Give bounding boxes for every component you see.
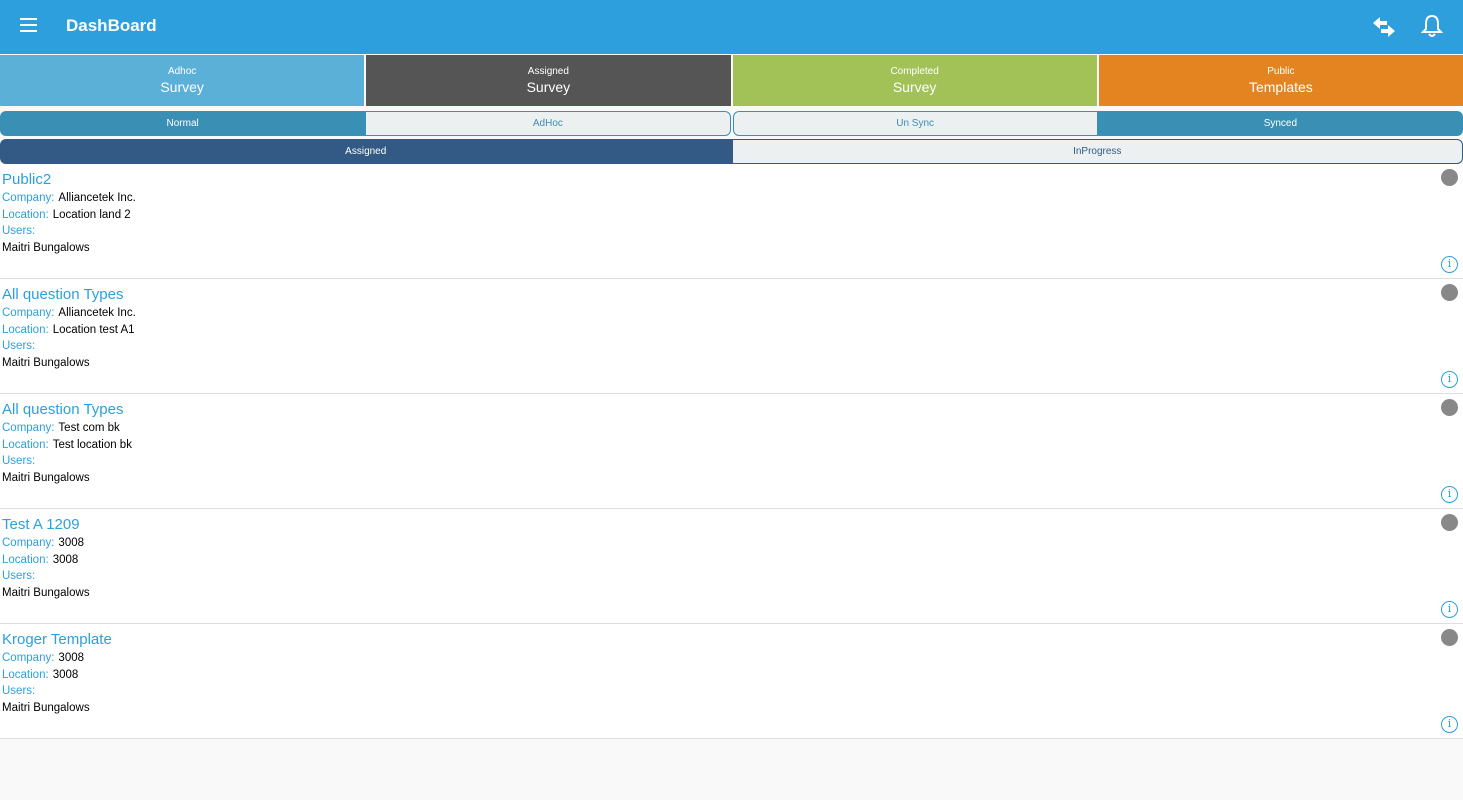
info-icon[interactable]: i bbox=[1441, 371, 1458, 388]
users-label: Users: bbox=[2, 225, 36, 237]
filter-inprogress[interactable]: InProgress bbox=[731, 139, 1463, 164]
location-row: Location: 3008 bbox=[2, 554, 78, 566]
users-label: Users: bbox=[2, 455, 36, 467]
company-row: Company: 3008 bbox=[2, 537, 84, 549]
users-value: Maitri Bungalows bbox=[2, 242, 90, 254]
tile-big-label: Survey bbox=[526, 79, 571, 95]
tile-small-label: Completed bbox=[890, 66, 939, 77]
location-value: Location test A1 bbox=[52, 324, 135, 336]
company-row: Company: Test com bk bbox=[2, 422, 120, 434]
location-row: Location: Location land 2 bbox=[2, 209, 131, 221]
tile-public[interactable]: Public Templates bbox=[1098, 55, 1463, 106]
company-label: Company: bbox=[2, 192, 55, 204]
location-value: 3008 bbox=[52, 554, 79, 566]
tile-completed[interactable]: Completed Survey bbox=[732, 55, 1097, 106]
info-icon[interactable]: i bbox=[1441, 601, 1458, 618]
status-dot-icon bbox=[1441, 629, 1458, 646]
company-value: Test com bk bbox=[58, 422, 120, 434]
survey-title: Test A 1209 bbox=[2, 516, 80, 533]
survey-list-item[interactable]: Public2 Company: Alliancetek Inc. Locatio… bbox=[0, 164, 1463, 279]
users-value: Maitri Bungalows bbox=[2, 472, 90, 484]
location-value: Test location bk bbox=[52, 439, 132, 451]
filter-normal[interactable]: Normal bbox=[0, 111, 366, 136]
location-row: Location: Test location bk bbox=[2, 439, 132, 451]
app-bar: DashBoard bbox=[0, 0, 1463, 54]
survey-list-item[interactable]: All question Types Company: Test com bk L… bbox=[0, 394, 1463, 509]
tile-big-label: Templates bbox=[1248, 79, 1313, 95]
location-label: Location: bbox=[2, 439, 49, 451]
company-label: Company: bbox=[2, 537, 55, 549]
company-row: Company: Alliancetek Inc. bbox=[2, 307, 136, 319]
survey-list: Public2 Company: Alliancetek Inc. Locatio… bbox=[0, 164, 1463, 739]
info-icon[interactable]: i bbox=[1441, 486, 1458, 503]
company-value: Alliancetek Inc. bbox=[58, 307, 136, 319]
location-label: Location: bbox=[2, 324, 49, 336]
location-value: Location land 2 bbox=[52, 209, 131, 221]
tile-big-label: Survey bbox=[892, 79, 937, 95]
company-label: Company: bbox=[2, 307, 55, 319]
location-row: Location: 3008 bbox=[2, 669, 78, 681]
users-label: Users: bbox=[2, 685, 36, 697]
survey-title: Kroger Template bbox=[2, 631, 112, 648]
info-icon[interactable]: i bbox=[1441, 256, 1458, 273]
company-value: 3008 bbox=[58, 652, 85, 664]
filter-un-sync[interactable]: Un Sync bbox=[732, 111, 1098, 136]
hamburger-icon[interactable] bbox=[20, 18, 37, 32]
location-row: Location: Location test A1 bbox=[2, 324, 135, 336]
survey-list-item[interactable]: All question Types Company: Alliancetek I… bbox=[0, 279, 1463, 394]
users-value: Maitri Bungalows bbox=[2, 357, 90, 369]
tile-small-label: Public bbox=[1267, 66, 1295, 77]
location-label: Location: bbox=[2, 209, 49, 221]
filter-assigned[interactable]: Assigned bbox=[0, 139, 732, 164]
location-value: 3008 bbox=[52, 669, 79, 681]
tile-small-label: Adhoc bbox=[167, 66, 197, 77]
status-dot-icon bbox=[1441, 284, 1458, 301]
status-dot-icon bbox=[1441, 399, 1458, 416]
tile-small-label: Assigned bbox=[527, 66, 569, 77]
company-row: Company: Alliancetek Inc. bbox=[2, 192, 136, 204]
status-dot-icon bbox=[1441, 169, 1458, 186]
company-row: Company: 3008 bbox=[2, 652, 84, 664]
survey-title: Public2 bbox=[2, 171, 52, 188]
info-icon[interactable]: i bbox=[1441, 716, 1458, 733]
tile-adhoc[interactable]: Adhoc Survey bbox=[0, 55, 365, 106]
company-label: Company: bbox=[2, 652, 55, 664]
tile-big-label: Survey bbox=[160, 79, 204, 95]
filter-synced[interactable]: Synced bbox=[1097, 111, 1463, 136]
filter-adhoc[interactable]: AdHoc bbox=[365, 111, 731, 136]
status-dot-icon bbox=[1441, 514, 1458, 531]
survey-title: All question Types bbox=[2, 286, 124, 303]
survey-list-item[interactable]: Kroger Template Company: 3008 Location: 30… bbox=[0, 624, 1463, 739]
company-value: 3008 bbox=[58, 537, 85, 549]
company-value: Alliancetek Inc. bbox=[58, 192, 136, 204]
status-filter: Assigned InProgress bbox=[0, 139, 1463, 164]
users-label: Users: bbox=[2, 340, 36, 352]
location-label: Location: bbox=[2, 669, 49, 681]
users-value: Maitri Bungalows bbox=[2, 702, 90, 714]
survey-list-item[interactable]: Test A 1209 Company: 3008 Location: 3008 U… bbox=[0, 509, 1463, 624]
page-title: DashBoard bbox=[66, 16, 157, 35]
company-label: Company: bbox=[2, 422, 55, 434]
users-label: Users: bbox=[2, 570, 36, 582]
users-value: Maitri Bungalows bbox=[2, 587, 90, 599]
location-label: Location: bbox=[2, 554, 49, 566]
bell-icon[interactable] bbox=[1421, 14, 1443, 38]
survey-title: All question Types bbox=[2, 401, 124, 418]
swap-arrows-icon[interactable] bbox=[1372, 16, 1396, 38]
sync-filter: Normal AdHoc Un Sync Synced bbox=[0, 111, 1463, 136]
tile-assigned[interactable]: Assigned Survey bbox=[366, 55, 731, 106]
